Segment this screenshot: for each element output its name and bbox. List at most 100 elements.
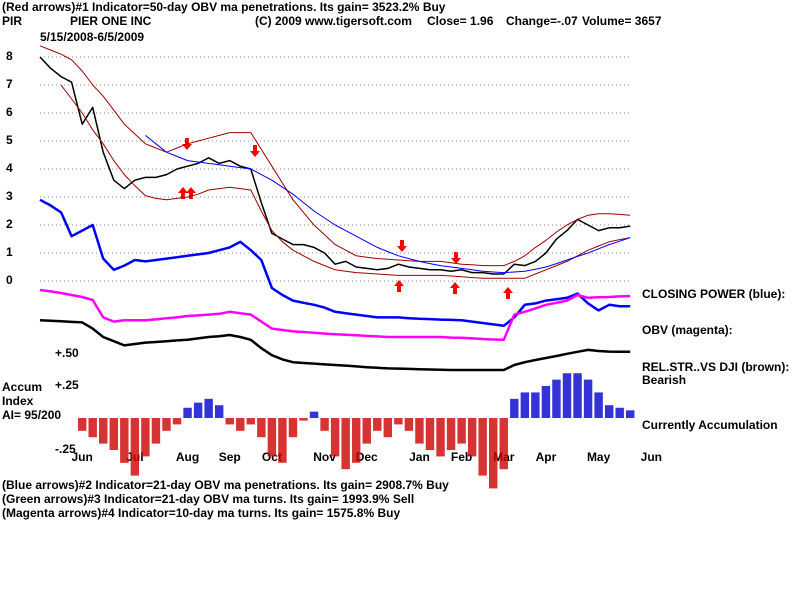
- y-tick-label: 3: [6, 189, 13, 203]
- accum-bar: [193, 402, 203, 419]
- date-range: 5/15/2008-6/5/2009: [40, 30, 144, 44]
- panel-label: Index: [2, 394, 34, 408]
- accum-bar: [383, 418, 393, 438]
- x-tick-label: Sep: [219, 450, 241, 464]
- header-line: (Red arrows)#1 Indicator=50-day OBV ma p…: [2, 0, 446, 14]
- change: Change=-.07: [506, 14, 578, 28]
- accum-bar: [415, 418, 424, 444]
- close: Close= 1.96: [427, 14, 494, 28]
- note: Currently Accumulation: [642, 418, 778, 432]
- accum-bar: [425, 418, 435, 451]
- accum-bar: [341, 418, 350, 470]
- y-tick-label: 0: [6, 273, 13, 287]
- accum-bar: [541, 386, 551, 419]
- accum-bar: [615, 407, 624, 419]
- x-tick-label: Aug: [176, 450, 199, 464]
- legend-label: REL.STR..VS DJI (brown):: [642, 360, 789, 374]
- accum-bar: [183, 407, 192, 419]
- accum-bar: [552, 379, 561, 419]
- legend-label: CLOSING POWER (blue):: [642, 287, 785, 301]
- x-tick-label: Jan: [409, 450, 430, 464]
- accum-bar: [299, 418, 308, 421]
- accum-bar: [151, 418, 161, 444]
- down-arrow: [397, 240, 407, 252]
- x-tick-label: Jun: [641, 450, 662, 464]
- accum-bar: [214, 405, 224, 419]
- series-line: [39, 288, 631, 342]
- accum-bar: [520, 392, 530, 419]
- y-tick-label: 5: [6, 133, 13, 147]
- x-tick-label: Nov: [313, 450, 336, 464]
- y-tick-label: 7: [6, 77, 13, 91]
- up-arrow: [178, 187, 188, 199]
- series-line: [39, 198, 631, 328]
- accum-bar: [467, 418, 477, 457]
- up-arrow: [450, 282, 460, 294]
- legend-label: OBV (magenta):: [642, 323, 733, 337]
- series-line: [39, 45, 631, 267]
- accum-bar: [478, 418, 487, 476]
- signal-arrows: [178, 138, 513, 299]
- accum-bar: [351, 418, 361, 463]
- y-tick-label: 2: [6, 217, 13, 231]
- volume: Volume= 3657: [582, 14, 662, 28]
- accum-bar: [626, 410, 635, 419]
- accum-bar: [88, 418, 97, 438]
- accum-bar: [309, 411, 319, 419]
- accum-bar: [130, 418, 140, 476]
- up-arrow: [503, 287, 513, 299]
- accum-bar: [257, 418, 266, 438]
- x-tick-label: Feb: [451, 450, 472, 464]
- y-tick-label: 8: [6, 49, 13, 63]
- accum-bar: [162, 418, 171, 431]
- series-line: [39, 56, 631, 275]
- x-tick-label: Jun: [71, 450, 92, 464]
- x-tick-label: May: [587, 450, 611, 464]
- accum-bar: [236, 418, 245, 431]
- footer-line: (Magenta arrows)#4 Indicator=10-day ma t…: [2, 506, 400, 520]
- copyright: (C) 2009 www.tigersoft.com: [255, 14, 412, 28]
- note: Bearish: [642, 373, 686, 387]
- down-arrow: [451, 252, 461, 264]
- accum-bar: [489, 418, 498, 489]
- x-tick-label: Dec: [356, 450, 378, 464]
- y-tick-label: 6: [6, 105, 13, 119]
- accum-bar: [246, 418, 256, 425]
- series-line: [60, 84, 631, 279]
- accum-bar: [510, 398, 519, 419]
- panel-label: AI= 95/200: [2, 408, 61, 422]
- symbol: PIR: [2, 14, 22, 28]
- panel-label: Accum: [2, 380, 42, 394]
- accum-bar: [404, 418, 414, 431]
- accum-bar: [109, 418, 118, 451]
- accum-bar: [330, 418, 340, 457]
- series-line: [39, 318, 631, 372]
- down-arrow: [250, 145, 260, 157]
- accum-bar: [288, 418, 298, 438]
- accum-bar: [373, 418, 382, 431]
- accum-bar: [362, 418, 371, 444]
- accum-bar: [225, 418, 234, 425]
- accum-bar: [278, 418, 287, 463]
- accum-bar: [583, 379, 593, 419]
- accum-bar: [120, 418, 129, 463]
- y-tick-label: 4: [6, 161, 13, 175]
- accum-bar: [531, 392, 540, 419]
- accum-bar: [446, 418, 456, 451]
- y-tick-label: 1: [6, 245, 13, 259]
- footer-line: (Blue arrows)#2 Indicator=21-day OBV ma …: [2, 478, 449, 492]
- company: PIER ONE INC: [70, 14, 152, 28]
- y-tick-label: +.50: [55, 346, 79, 360]
- x-tick-label: Apr: [536, 450, 557, 464]
- accum-bar: [594, 392, 603, 419]
- accum-bar: [604, 405, 614, 419]
- accum-bar: [204, 398, 213, 419]
- accum-bar: [457, 418, 466, 444]
- accum-bar: [141, 418, 150, 457]
- accum-bar: [573, 373, 582, 419]
- footer-line: (Green arrows)#3 Indicator=21-day OBV ma…: [2, 492, 414, 506]
- y-tick-label: +.25: [55, 378, 79, 392]
- accum-bar: [99, 418, 108, 444]
- accum-bar: [436, 418, 445, 457]
- up-arrow: [186, 187, 196, 199]
